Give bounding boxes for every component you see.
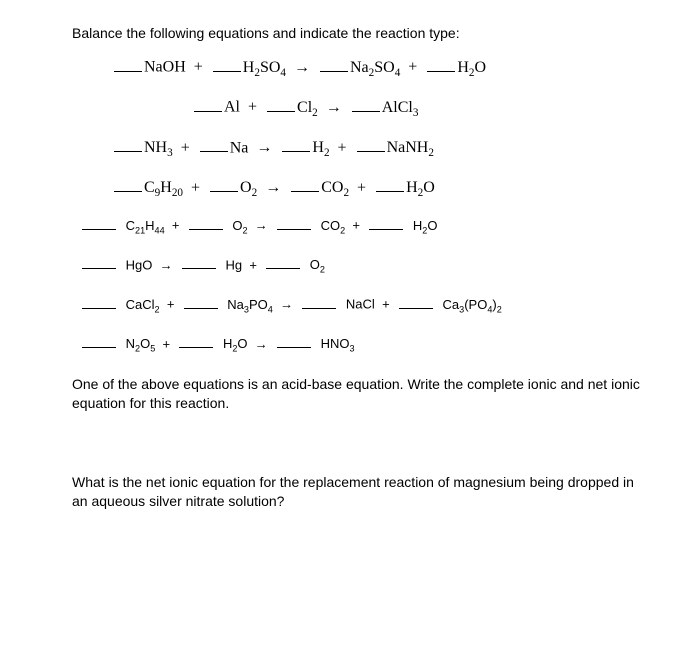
equation-7: CaCl2 + Na3PO4 → NaCl + Ca3(PO4)2 [80,296,640,314]
equation-1: NaOH + H2SO4 → Na2SO4 + H2O [112,56,640,78]
coeff-blank[interactable] [267,96,295,111]
coeff-blank[interactable] [114,56,142,71]
coeff-blank[interactable] [357,137,385,152]
species: O2 [232,218,247,233]
coeff-blank[interactable] [82,296,116,309]
species: HgO [126,257,153,272]
equation-8: N2O5 + H2O → HNO3 [80,336,640,354]
plus-sign: + [357,179,366,196]
coeff-blank[interactable] [114,137,142,152]
coeff-blank[interactable] [320,56,348,71]
net-ionic-prompt: What is the net ionic equation for the r… [72,473,640,511]
equation-2: Al + Cl2 → AlCl3 [192,96,640,118]
plus-sign: + [163,336,171,351]
species: O2 [240,179,257,196]
coeff-blank[interactable] [376,177,404,192]
species: Ca3(PO4)2 [443,297,502,312]
coeff-blank[interactable] [194,96,222,111]
worksheet-page: Balance the following equations and indi… [0,0,700,535]
species: H2O [413,218,438,233]
coeff-blank[interactable] [114,177,142,192]
plus-sign: + [352,218,360,233]
species: NH3 [144,139,173,156]
coeff-blank[interactable] [184,296,218,309]
species: NaCl [346,297,375,312]
equation-3: NH3 + Na → H2 + NaNH2 [112,137,640,159]
coeff-blank[interactable] [399,296,433,309]
species: H2 [312,139,329,156]
coeff-blank[interactable] [189,217,223,230]
species: Hg [225,257,242,272]
species: Al [224,99,240,116]
coeff-blank[interactable] [82,257,116,270]
coeff-blank[interactable] [266,257,300,270]
species: Na [230,139,249,156]
species: H2O [457,59,486,76]
coeff-blank[interactable] [200,137,228,152]
species: H2SO4 [243,59,286,76]
species: CO2 [321,179,349,196]
coeff-blank[interactable] [291,177,319,192]
coeff-blank[interactable] [179,336,213,349]
species: Na2SO4 [350,59,400,76]
plus-sign: + [194,59,203,76]
plus-sign: + [382,297,390,312]
equation-4: C9H20 + O2 → CO2 + H2O [112,177,640,199]
coeff-blank[interactable] [82,336,116,349]
equation-group-2: C21H44 + O2 → CO2 + H2O HgO → Hg + O2 Ca… [72,217,640,353]
species: Cl2 [297,99,318,116]
coeff-blank[interactable] [369,217,403,230]
plus-sign: + [249,257,257,272]
plus-sign: + [248,99,257,116]
coeff-blank[interactable] [277,217,311,230]
arrow-icon: → [255,336,268,351]
coeff-blank[interactable] [82,217,116,230]
species: H2O [406,179,435,196]
species: AlCl3 [382,99,419,116]
species: C21H44 [126,218,165,233]
species: Na3PO4 [227,297,273,312]
plus-sign: + [191,179,200,196]
coeff-blank[interactable] [182,257,216,270]
coeff-blank[interactable] [277,336,311,349]
species: C9H20 [144,179,183,196]
arrow-icon: → [290,59,314,76]
equation-group-1: NaOH + H2SO4 → Na2SO4 + H2O Al + Cl2 → A… [72,56,640,199]
acid-base-prompt: One of the above equations is an acid-ba… [72,375,640,413]
arrow-icon: → [261,179,285,196]
species: NaNH2 [387,139,434,156]
species: NaOH [144,59,186,76]
arrow-icon: → [280,297,293,312]
species: CaCl2 [126,297,160,312]
plus-sign: + [172,218,180,233]
plus-sign: + [167,297,175,312]
plus-sign: + [181,139,190,156]
arrow-icon: → [160,257,173,272]
plus-sign: + [338,139,347,156]
coeff-blank[interactable] [210,177,238,192]
coeff-blank[interactable] [213,56,241,71]
equation-5: C21H44 + O2 → CO2 + H2O [80,217,640,235]
coeff-blank[interactable] [302,296,336,309]
species: O2 [310,257,325,272]
plus-sign: + [408,59,417,76]
equation-6: HgO → Hg + O2 [80,257,640,275]
arrow-icon: → [252,139,276,156]
arrow-icon: → [322,99,346,116]
arrow-icon: → [255,218,268,233]
species: HNO3 [321,336,355,351]
coeff-blank[interactable] [427,56,455,71]
coeff-blank[interactable] [282,137,310,152]
species: N2O5 [126,336,156,351]
species: H2O [223,336,248,351]
instruction-text: Balance the following equations and indi… [72,24,640,42]
species: CO2 [321,218,346,233]
coeff-blank[interactable] [352,96,380,111]
